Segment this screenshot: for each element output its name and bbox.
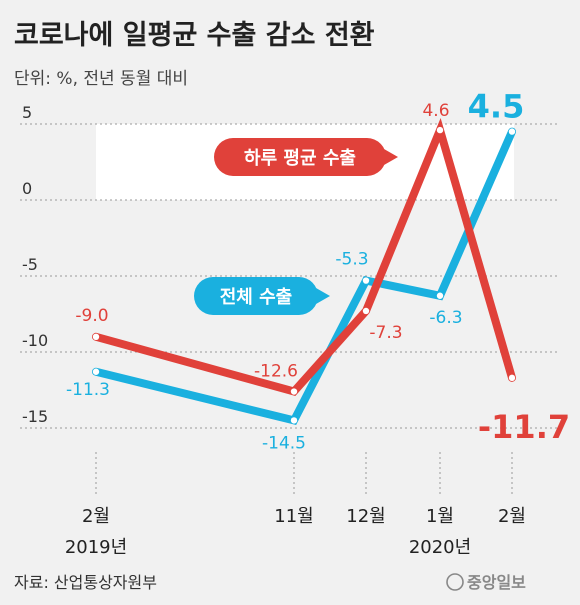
- x-tick-month: 1월: [426, 506, 454, 527]
- data-label-blue: -6.3: [429, 308, 462, 328]
- logo-mark-icon: [446, 573, 464, 591]
- data-label-red: -12.6: [254, 362, 298, 382]
- data-label-blue: -11.3: [66, 380, 110, 400]
- unit-label: 단위: %, 전년 동월 대비: [14, 69, 188, 89]
- legend-callout-blue: 전체 수출: [194, 277, 330, 315]
- x-tick-month: 2월: [82, 506, 110, 527]
- source-note: 자료: 산업통상자원부: [14, 573, 157, 592]
- x-tick-month: 11월: [274, 506, 313, 527]
- legend-label-red: 하루 평균 수출: [244, 148, 356, 169]
- data-label-blue: -14.5: [262, 433, 306, 453]
- callout-bubble: [214, 138, 386, 176]
- x-tick-year: 2020년: [409, 537, 471, 558]
- y-tick-label: 0: [22, 179, 32, 198]
- y-tick-label: 5: [22, 103, 32, 122]
- legend-callout-red: 하루 평균 수출: [214, 138, 398, 176]
- data-point: [508, 128, 516, 135]
- x-tick-month: 12월: [346, 506, 385, 527]
- data-point: [362, 277, 370, 284]
- data-point: [92, 333, 100, 340]
- data-label-red: -11.7: [478, 408, 570, 446]
- y-tick-label: -10: [22, 331, 48, 350]
- chart-title: 코로나에 일평균 수출 감소 전환: [14, 20, 375, 51]
- y-tick-label: -5: [22, 255, 38, 274]
- data-point: [362, 307, 370, 315]
- data-label-blue: 4.5: [468, 88, 525, 126]
- y-tick-label: -15: [22, 407, 48, 426]
- data-point: [290, 417, 298, 424]
- data-point: [92, 368, 100, 375]
- callout-bubble: [194, 277, 318, 315]
- data-point: [290, 388, 298, 395]
- legend-label-blue: 전체 수출: [220, 287, 293, 308]
- callout-pointer: [384, 149, 398, 165]
- data-point: [436, 126, 444, 134]
- data-label-red: -7.3: [369, 323, 402, 343]
- logo-text: 중앙일보: [467, 573, 526, 592]
- callout-pointer: [316, 288, 330, 304]
- x-tick-month: 2월: [498, 506, 526, 527]
- x-tick-year: 2019년: [65, 537, 127, 558]
- data-point: [436, 292, 444, 299]
- publisher-logo: 중앙일보: [446, 573, 526, 592]
- data-label-blue: -5.3: [335, 250, 368, 270]
- data-label-red: -9.0: [75, 306, 108, 326]
- data-label-red: 4.6: [422, 101, 449, 121]
- data-point: [508, 374, 516, 382]
